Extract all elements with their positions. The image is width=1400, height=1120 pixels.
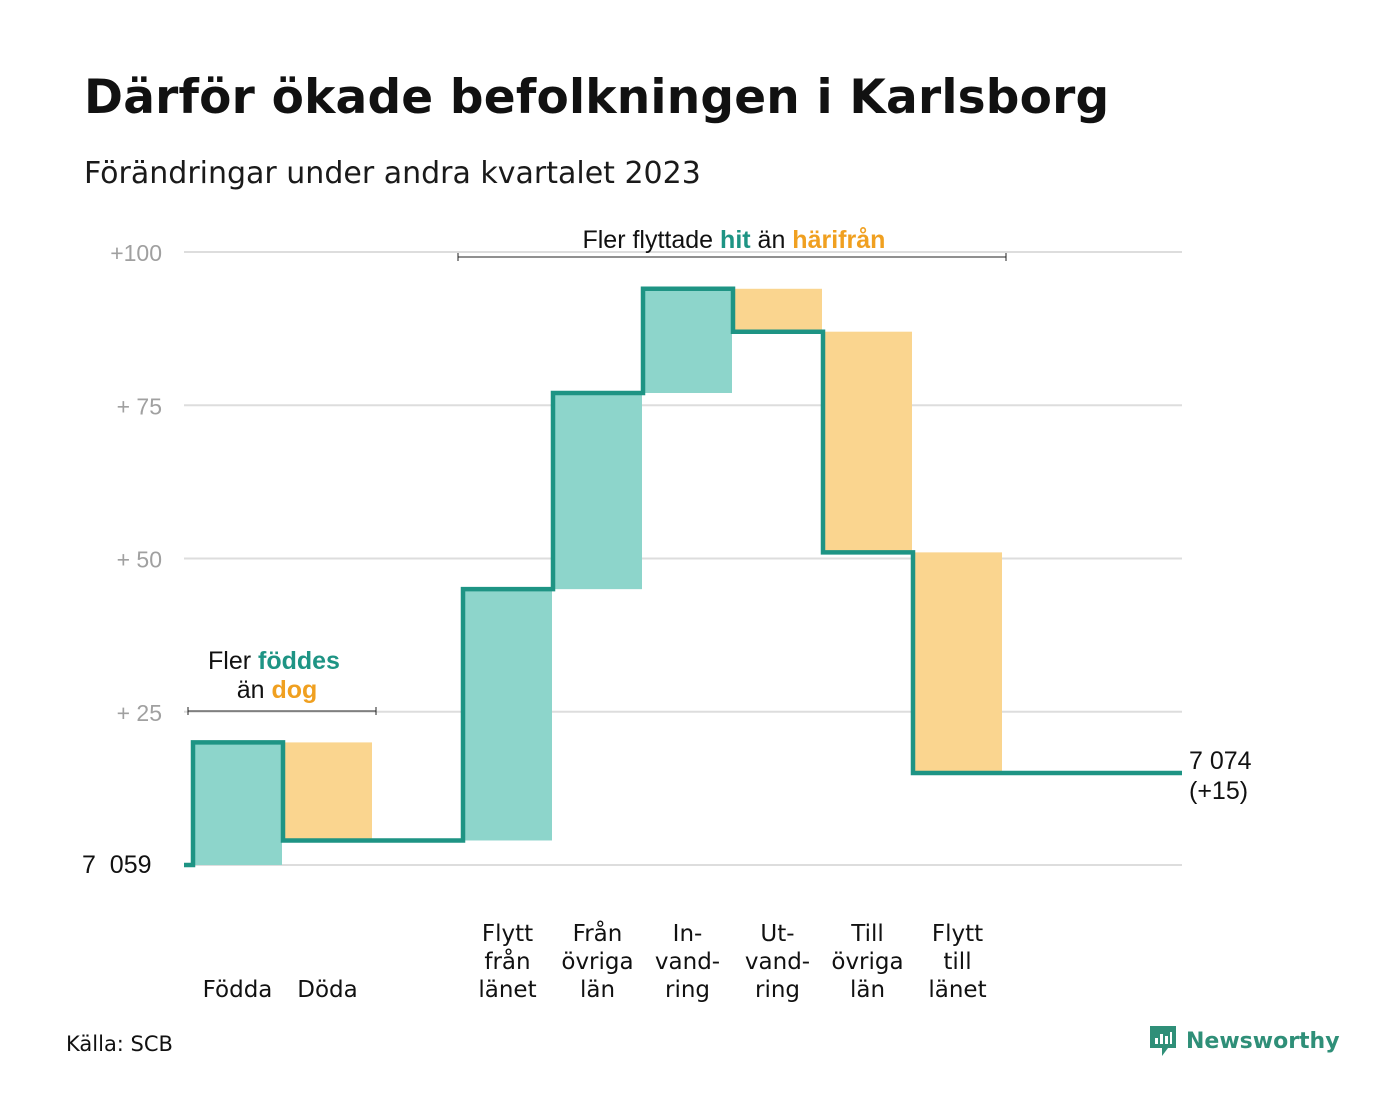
decrease-bar	[913, 552, 1002, 774]
x-axis-label: från	[484, 947, 530, 975]
x-axis-label: Döda	[297, 977, 357, 1003]
births-annotation-prefix: Fler	[208, 647, 258, 675]
svg-text:Fler flyttade hit än härifrån: Fler flyttade hit än härifrån	[534, 226, 920, 254]
migration-annotation-prefix: Fler flyttade	[582, 226, 720, 254]
x-axis-label: vand-	[745, 949, 810, 975]
page-title: Därför ökade befolkningen i Karlsborg	[84, 70, 1110, 125]
x-axis-label: Till	[850, 921, 884, 947]
migration-annotation-away: härifrån	[792, 226, 885, 254]
x-axis-label: Flytt	[932, 921, 983, 947]
x-axis-label: Ut-	[760, 921, 794, 947]
increase-bar	[463, 589, 552, 841]
source-note: Källa: SCB	[66, 1032, 173, 1056]
brand-name: Newsworthy	[1186, 1028, 1340, 1054]
svg-text:Fler föddes: Fler föddes	[208, 647, 340, 675]
x-axis-label: till	[943, 949, 971, 975]
y-tick-label: + 75	[117, 393, 162, 419]
x-axis-label: Från	[573, 919, 623, 947]
x-axis-label: län	[850, 977, 885, 1003]
decrease-bar	[733, 288, 822, 332]
brand-logo: Newsworthy	[1148, 1024, 1340, 1058]
base-value-label: 7 059	[82, 851, 152, 879]
end-change-label: (+15)	[1189, 777, 1248, 805]
births-annotation-mid: än	[237, 676, 272, 704]
x-axis-label: Födda	[203, 977, 273, 1003]
x-axis-label: län	[580, 977, 615, 1003]
x-axis-label: länet	[928, 977, 986, 1003]
end-value-label: 7 074	[1189, 747, 1252, 775]
x-axis-label: In-	[673, 921, 703, 947]
newsworthy-logo-icon	[1150, 1026, 1176, 1056]
increase-bar	[193, 742, 282, 865]
x-axis-label: övriga	[561, 949, 633, 975]
births-annotation-hit: föddes	[258, 647, 340, 675]
births-annotation-away: dog	[271, 676, 317, 704]
migration-annotation: Fler flyttade hit än härifrån	[457, 226, 1007, 261]
y-tick-label: + 50	[117, 547, 162, 573]
svg-text:än dog: än dog	[237, 676, 318, 704]
x-axis-label: vand-	[655, 949, 720, 975]
increase-bar	[553, 392, 642, 590]
migration-annotation-hit: hit	[720, 226, 751, 254]
page-subtitle: Förändringar under andra kvartalet 2023	[84, 156, 701, 191]
chart-bars	[193, 288, 1002, 865]
x-axis-labels: Födda DödaFlyttfrånlänetFrånövrigalänIn-v…	[203, 919, 987, 1003]
step-line-layer	[184, 286, 1182, 868]
y-tick-label: + 25	[117, 700, 162, 726]
x-axis-label: ring	[755, 977, 800, 1003]
grid-lines	[184, 251, 1182, 866]
x-axis-label: ring	[665, 977, 710, 1003]
y-axis-ticks: + 25 + 50 + 75 +100	[110, 240, 162, 726]
x-axis-label: länet	[478, 977, 536, 1003]
y-tick-label: +100	[110, 240, 162, 266]
increase-bar	[643, 288, 732, 393]
decrease-bar	[283, 742, 372, 841]
migration-annotation-mid: än	[751, 226, 793, 254]
x-axis-label: övriga	[831, 949, 903, 975]
x-axis-label: Flytt	[482, 921, 533, 947]
births-annotation: Fler föddes än dog	[187, 647, 377, 715]
decrease-bar	[823, 331, 912, 553]
cumulative-step-line	[184, 286, 1182, 868]
